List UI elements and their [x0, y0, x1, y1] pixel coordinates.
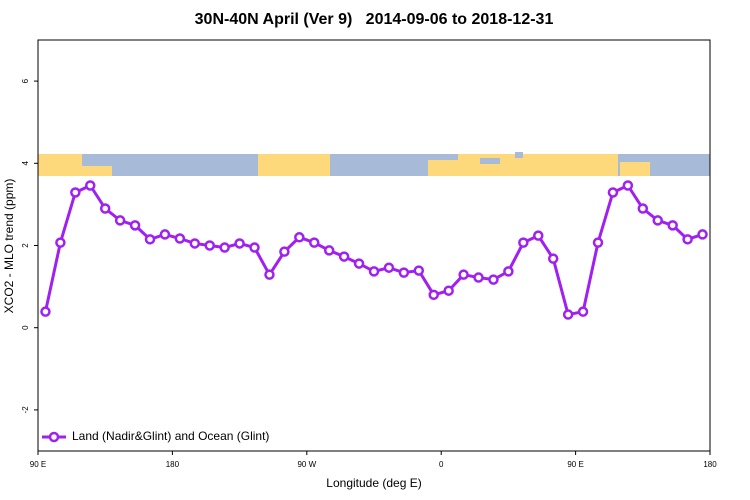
- data-point: [219, 242, 230, 253]
- data-point: [279, 246, 290, 257]
- data-point: [323, 245, 335, 256]
- chart-title: 30N-40N April (Ver 9) 2014-09-06 to 2018…: [195, 11, 554, 28]
- data-point: [533, 230, 544, 241]
- data-point: [99, 203, 111, 214]
- data-point: [652, 215, 663, 226]
- data-point: [547, 253, 559, 264]
- data-point: [189, 238, 201, 249]
- data-point: [353, 258, 365, 269]
- y-axis-label: XCO2 - MLO trend (ppm): [2, 179, 16, 314]
- x-tick-label: 90 E: [567, 460, 583, 469]
- data-point: [234, 238, 245, 249]
- data-point: [577, 306, 589, 317]
- data-point: [607, 187, 619, 198]
- y-tick-label: 6: [21, 78, 30, 83]
- data-point: [159, 229, 171, 240]
- map-band: [38, 152, 710, 176]
- data-point: [667, 220, 678, 231]
- data-point: [398, 267, 410, 278]
- data-point: [174, 233, 186, 244]
- data-point: [428, 289, 439, 301]
- data-point: [55, 237, 66, 248]
- data-point: [338, 251, 350, 262]
- data-point: [518, 237, 529, 248]
- data-point: [294, 232, 305, 243]
- data-point: [85, 180, 96, 191]
- data-point: [562, 309, 574, 320]
- data-point: [503, 266, 514, 277]
- legend-label: Land (Nadir&Glint) and Ocean (Glint): [72, 429, 269, 443]
- data-point: [114, 215, 126, 226]
- data-point: [697, 229, 708, 240]
- x-tick-label: 0: [439, 460, 444, 469]
- legend-marker: [48, 431, 60, 443]
- data-point: [144, 234, 156, 245]
- x-axis-label: Longitude (deg E): [326, 476, 421, 490]
- data-point: [264, 269, 275, 280]
- data-point: [473, 272, 484, 283]
- y-tick-label: 2: [21, 243, 30, 248]
- data-line: [44, 183, 704, 317]
- data-point: [443, 285, 454, 296]
- y-tick-label: -2: [21, 406, 30, 414]
- data-point: [129, 220, 141, 231]
- data-point: [413, 265, 425, 276]
- data-point: [368, 266, 380, 277]
- data-point: [70, 187, 81, 198]
- data-point: [458, 269, 469, 280]
- x-tick-label: 90 W: [297, 460, 316, 469]
- plot-frame: [37, 39, 711, 452]
- y-tick-label: 4: [21, 161, 30, 166]
- x-tick-label: 180: [166, 460, 180, 469]
- y-tick-label: 0: [21, 325, 30, 330]
- data-point: [40, 306, 51, 317]
- data-point: [592, 237, 604, 248]
- data-point: [637, 203, 649, 214]
- x-tick-label: 180: [703, 460, 717, 469]
- data-point: [383, 262, 395, 273]
- data-point: [249, 242, 260, 253]
- data-point: [204, 240, 215, 251]
- x-tick-label: 90 E: [30, 460, 46, 469]
- data-point: [622, 180, 634, 191]
- data-point: [682, 234, 693, 245]
- data-point: [309, 237, 320, 248]
- data-point: [488, 274, 499, 285]
